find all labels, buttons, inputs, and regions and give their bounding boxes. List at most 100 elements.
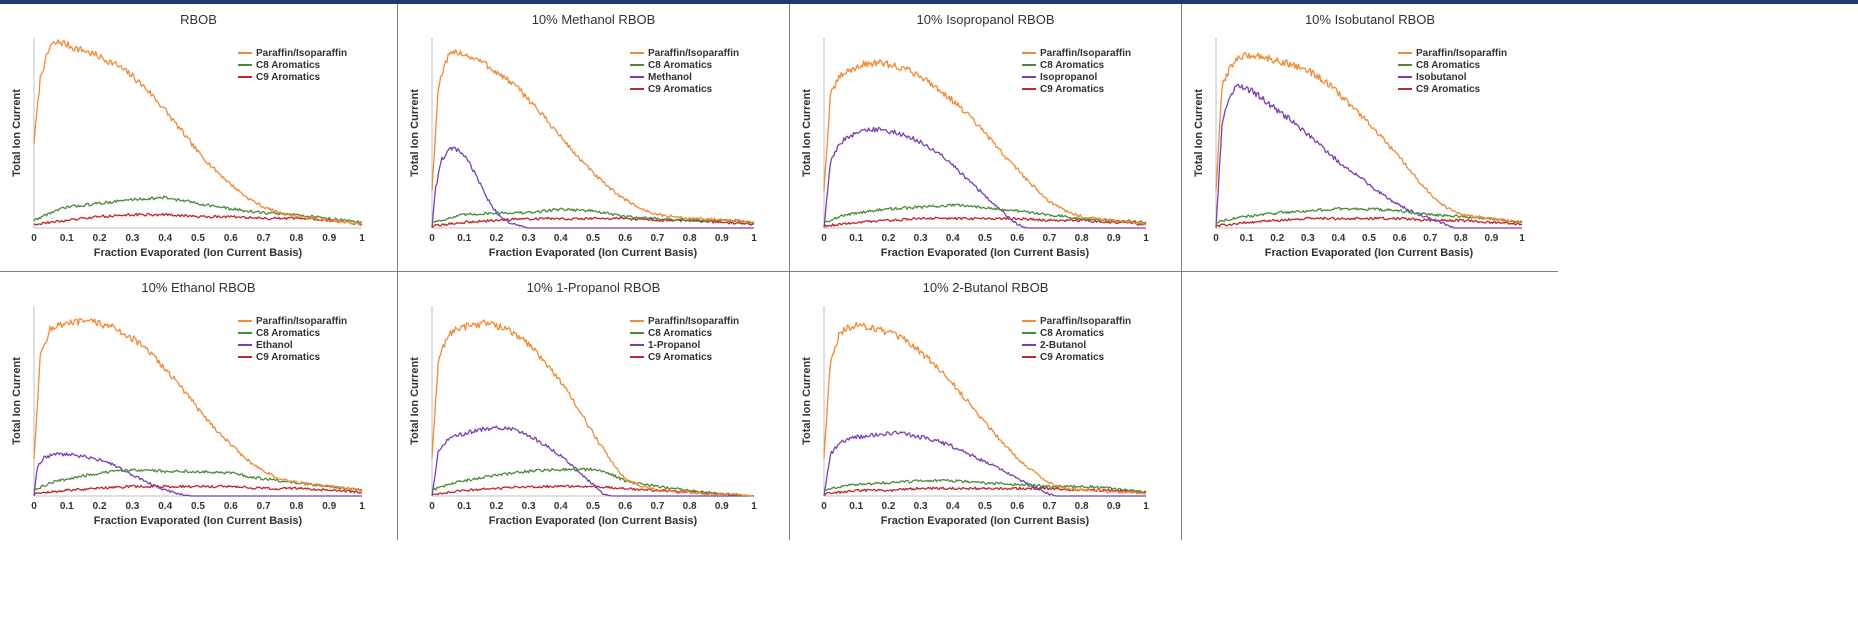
x-tick-label: 0.8 (683, 501, 697, 512)
legend-label: C8 Aromatics (648, 328, 713, 339)
chart-panel-5: 10% Ethanol RBOB 0 0.1 0.2 0.3 0.4 0.5 0.6 0.7 0.… (0, 272, 398, 540)
x-tick-label: 1 (1143, 233, 1149, 244)
x-tick-label: 0.4 (554, 501, 568, 512)
x-tick-label: 0 (821, 501, 827, 512)
x-tick-label: 0.3 (522, 233, 536, 244)
x-axis-label: Fraction Evaporated (Ion Current Basis) (881, 515, 1090, 527)
line-chart: 0 0.1 0.2 0.3 0.4 0.5 0.6 0.7 0.8 0.9 1 Fraction Ev… (1193, 38, 1525, 259)
x-tick-label: 0.7 (650, 501, 664, 512)
series-line-1-propanol (431, 425, 754, 497)
x-axis-label: Fraction Evaporated (Ion Current Basis) (94, 247, 303, 259)
x-tick-label: 0.4 (158, 501, 172, 512)
x-tick-label: 0.4 (946, 501, 960, 512)
series-line-c8-aromatics (431, 467, 755, 497)
x-tick-label: 0.2 (93, 501, 107, 512)
legend-label: Isopropanol (1040, 72, 1097, 83)
x-tick-label: 0.5 (978, 501, 992, 512)
empty-panel (1182, 272, 1558, 540)
x-axis-label: Fraction Evaporated (Ion Current Basis) (489, 247, 698, 259)
x-tick-label: 0.9 (1107, 501, 1121, 512)
series-line-paraffin-isoparaffin (431, 49, 755, 224)
legend-label: C8 Aromatics (1040, 60, 1105, 71)
legend-label: C9 Aromatics (256, 352, 321, 363)
legend-label: C8 Aromatics (256, 328, 321, 339)
x-tick-label: 0.1 (457, 233, 471, 244)
legend-label: Methanol (648, 72, 692, 83)
x-tick-label: 0 (429, 501, 435, 512)
series-line-paraffin-isoparaffin (33, 39, 363, 226)
x-tick-label: 0.3 (522, 501, 536, 512)
y-axis-label: Total Ion Current (409, 357, 421, 445)
x-tick-label: 0.7 (257, 501, 271, 512)
y-axis-label: Total Ion Current (801, 89, 813, 177)
chart-grid: RBOB 0 0.1 0.2 0.3 0.4 0.5 0.6 0.7 0.8 0.9 1 Fractio… (0, 4, 1858, 640)
legend-label: C9 Aromatics (648, 352, 713, 363)
legend-label: Ethanol (256, 340, 293, 351)
x-axis-label: Fraction Evaporated (Ion Current Basis) (94, 515, 303, 527)
chart-title: 10% Ethanol RBOB (141, 280, 256, 295)
x-tick-label: 0.7 (257, 233, 271, 244)
x-tick-label: 0.9 (715, 501, 729, 512)
x-tick-label: 0.7 (1042, 233, 1056, 244)
series-line-isopropanol (823, 126, 1146, 229)
x-tick-label: 1 (1143, 501, 1149, 512)
chart-panel-2: 10% Methanol RBOB 0 0.1 0.2 0.3 0.4 0.5 0.6 0.7 0… (398, 4, 790, 272)
x-tick-label: 0.1 (457, 501, 471, 512)
x-tick-label: 0 (821, 233, 827, 244)
y-axis-label: Total Ion Current (11, 89, 23, 177)
x-tick-label: 0.3 (914, 233, 928, 244)
series-line-c8-aromatics (33, 195, 363, 224)
x-tick-label: 0.8 (1075, 501, 1089, 512)
series-line-methanol (431, 146, 754, 229)
series-line-paraffin-isoparaffin (33, 318, 363, 492)
x-tick-label: 0.8 (1454, 233, 1468, 244)
x-tick-label: 1 (1519, 233, 1525, 244)
chart-panel-3: 10% Isopropanol RBOB 0 0.1 0.2 0.3 0.4 0.5 0.6 0… (790, 4, 1182, 272)
x-tick-label: 0.5 (191, 233, 205, 244)
x-tick-label: 0.6 (1010, 501, 1024, 512)
x-tick-label: 0.7 (1423, 233, 1437, 244)
x-tick-label: 0.7 (1042, 501, 1056, 512)
x-tick-label: 0.5 (191, 501, 205, 512)
legend-label: C8 Aromatics (648, 60, 713, 71)
legend-label: C8 Aromatics (1040, 328, 1105, 339)
legend-label: Paraffin/Isoparaffin (648, 316, 739, 327)
series-line-paraffin-isoparaffin (1215, 52, 1523, 224)
x-tick-label: 0 (31, 233, 37, 244)
x-axis-label: Fraction Evaporated (Ion Current Basis) (881, 247, 1090, 259)
legend-label: C8 Aromatics (256, 60, 321, 71)
x-tick-label: 0.4 (158, 233, 172, 244)
x-tick-label: 0.2 (881, 233, 895, 244)
series-line-paraffin-isoparaffin (823, 321, 1147, 495)
series-line-c9-aromatics (823, 216, 1147, 228)
line-chart: 0 0.1 0.2 0.3 0.4 0.5 0.6 0.7 0.8 0.9 1 Fraction Ev… (11, 306, 365, 527)
x-axis-label: Fraction Evaporated (Ion Current Basis) (1265, 247, 1474, 259)
chart-title: 10% 1-Propanol RBOB (526, 280, 661, 295)
legend-label: Paraffin/Isoparaffin (1416, 48, 1507, 59)
x-tick-label: 0.4 (1331, 233, 1345, 244)
series-line-ethanol (33, 452, 362, 497)
legend-label: C9 Aromatics (648, 84, 713, 95)
chart-title: 10% Isopropanol RBOB (916, 12, 1055, 27)
x-tick-label: 0.3 (1301, 233, 1315, 244)
x-tick-label: 0.9 (1484, 233, 1498, 244)
x-axis-label: Fraction Evaporated (Ion Current Basis) (489, 515, 698, 527)
series-line-paraffin-isoparaffin (823, 59, 1147, 226)
chart-title: 10% Methanol RBOB (531, 12, 656, 27)
x-tick-label: 0.9 (1107, 233, 1121, 244)
x-tick-label: 1 (751, 501, 757, 512)
x-tick-label: 0.1 (849, 233, 863, 244)
series-line-c9-aromatics (33, 484, 363, 495)
x-tick-label: 0.4 (554, 233, 568, 244)
legend-label: Isobutanol (1416, 72, 1467, 83)
y-axis-label: Total Ion Current (1193, 89, 1205, 177)
line-chart: 0 0.1 0.2 0.3 0.4 0.5 0.6 0.7 0.8 0.9 1 Fraction Ev… (409, 306, 757, 527)
x-tick-label: 1 (359, 501, 365, 512)
legend-label: C9 Aromatics (1040, 84, 1105, 95)
series-line-paraffin-isoparaffin (431, 319, 755, 497)
panel-divider (1181, 272, 1182, 540)
x-tick-label: 0.8 (1075, 233, 1089, 244)
x-tick-label: 0.6 (224, 233, 238, 244)
legend-label: C9 Aromatics (256, 72, 321, 83)
x-tick-label: 0 (429, 233, 435, 244)
